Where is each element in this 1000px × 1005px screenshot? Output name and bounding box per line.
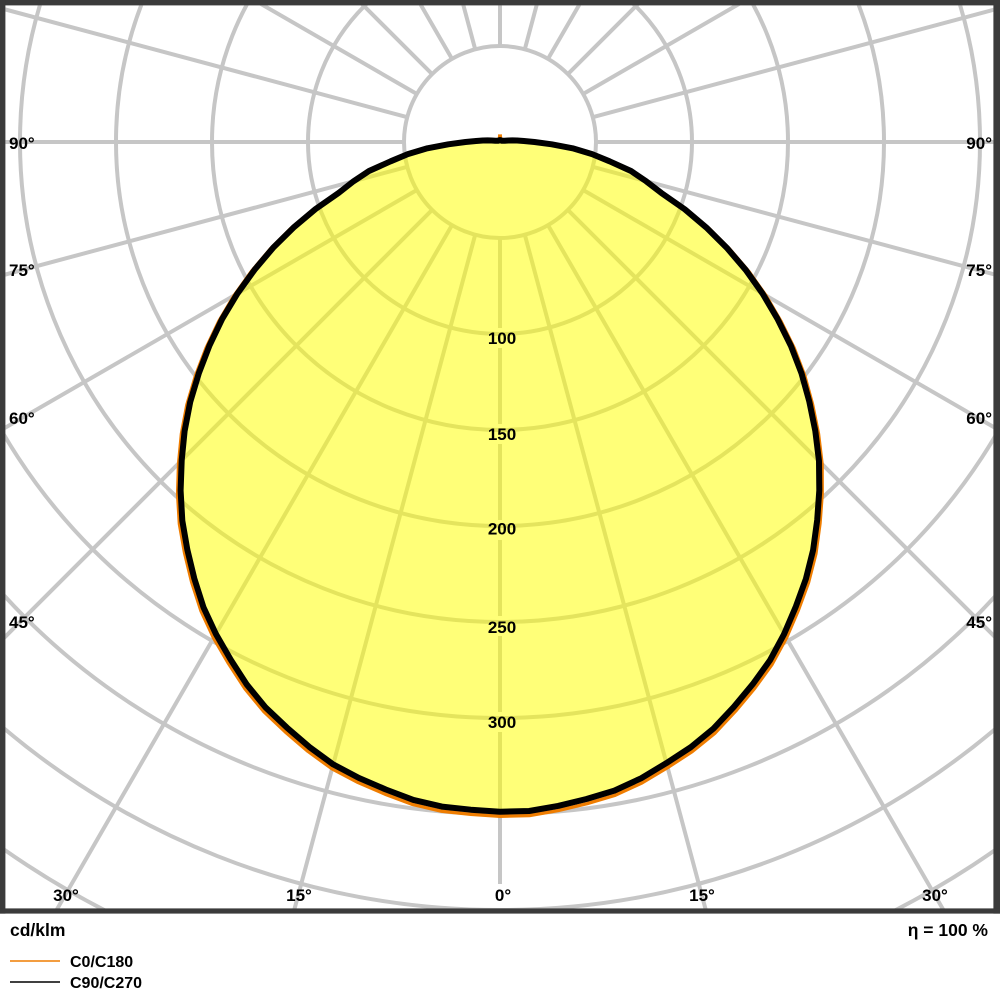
svg-text:90°: 90°: [9, 134, 35, 153]
svg-text:30°: 30°: [922, 886, 948, 905]
svg-text:200: 200: [488, 520, 516, 539]
svg-text:30°: 30°: [53, 886, 79, 905]
svg-text:η = 100 %: η = 100 %: [908, 920, 989, 940]
svg-text:75°: 75°: [9, 261, 35, 280]
svg-text:60°: 60°: [966, 409, 992, 428]
svg-text:cd/klm: cd/klm: [10, 920, 65, 940]
svg-text:45°: 45°: [9, 613, 35, 632]
svg-text:15°: 15°: [286, 886, 312, 905]
svg-text:15°: 15°: [689, 886, 715, 905]
svg-text:75°: 75°: [966, 261, 992, 280]
svg-text:90°: 90°: [966, 134, 992, 153]
svg-text:300: 300: [488, 713, 516, 732]
svg-text:C90/C270: C90/C270: [70, 975, 142, 992]
svg-text:100: 100: [488, 329, 516, 348]
svg-text:45°: 45°: [966, 613, 992, 632]
svg-text:0°: 0°: [495, 886, 511, 905]
svg-text:C0/C180: C0/C180: [70, 954, 133, 971]
svg-text:60°: 60°: [9, 409, 35, 428]
svg-text:250: 250: [488, 618, 516, 637]
svg-text:150: 150: [488, 425, 516, 444]
